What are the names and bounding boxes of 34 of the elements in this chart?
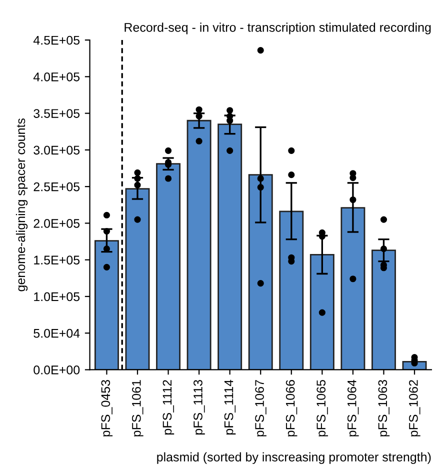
bar [279, 210, 304, 370]
y-tick-label: 0.0E+00 [34, 366, 80, 374]
y-tick-label: 3.5E+05 [34, 109, 80, 118]
y-tick-label: 4.0E+05 [33, 72, 80, 82]
y-tick-label: 2.0E+05 [34, 219, 80, 228]
x-tick-label: pFS_1066 [286, 380, 298, 436]
x-tick-label: pFS_1062 [409, 380, 420, 436]
y-tick-label: 2.5E+05 [34, 182, 80, 192]
x-tick-label: pFS_1061 [132, 380, 144, 436]
bar [248, 174, 273, 370]
bar [340, 207, 366, 370]
bar [310, 254, 334, 370]
y-tick-label: 1.5E+05 [34, 256, 80, 264]
bar [371, 250, 396, 370]
x-tick-label: pFS_1114 [224, 380, 236, 434]
x-tick-label: pFS_1067 [255, 380, 266, 436]
x-tick-label: pFS_1064 [347, 380, 359, 436]
x-tick-label: pFS_0453 [101, 380, 113, 436]
bar [218, 124, 242, 370]
y-tick-label: 1.0E+05 [34, 292, 80, 302]
bar [125, 188, 150, 370]
bar [186, 120, 212, 370]
y-axis-title: genome-aligning spacer counts [16, 118, 28, 292]
y-tick-label: 3.0E+05 [34, 146, 80, 155]
y-tick-label: 5.0E+04 [34, 328, 80, 338]
x-tick-label: pFS_1065 [316, 380, 328, 436]
x-axis-title: plasmid (sorted by inscreasing promoter strength) [157, 452, 431, 464]
x-tick-label: pFS_1063 [378, 380, 390, 436]
x-tick-label: pFS_1112 [162, 380, 174, 434]
bar [156, 163, 181, 370]
bar [94, 240, 119, 370]
y-tick-label: 4.5E+05 [33, 36, 80, 45]
chart-title: Record-seq - in vitro - transcription stimulated recording [124, 22, 431, 34]
x-tick-label: pFS_1113 [194, 380, 205, 434]
